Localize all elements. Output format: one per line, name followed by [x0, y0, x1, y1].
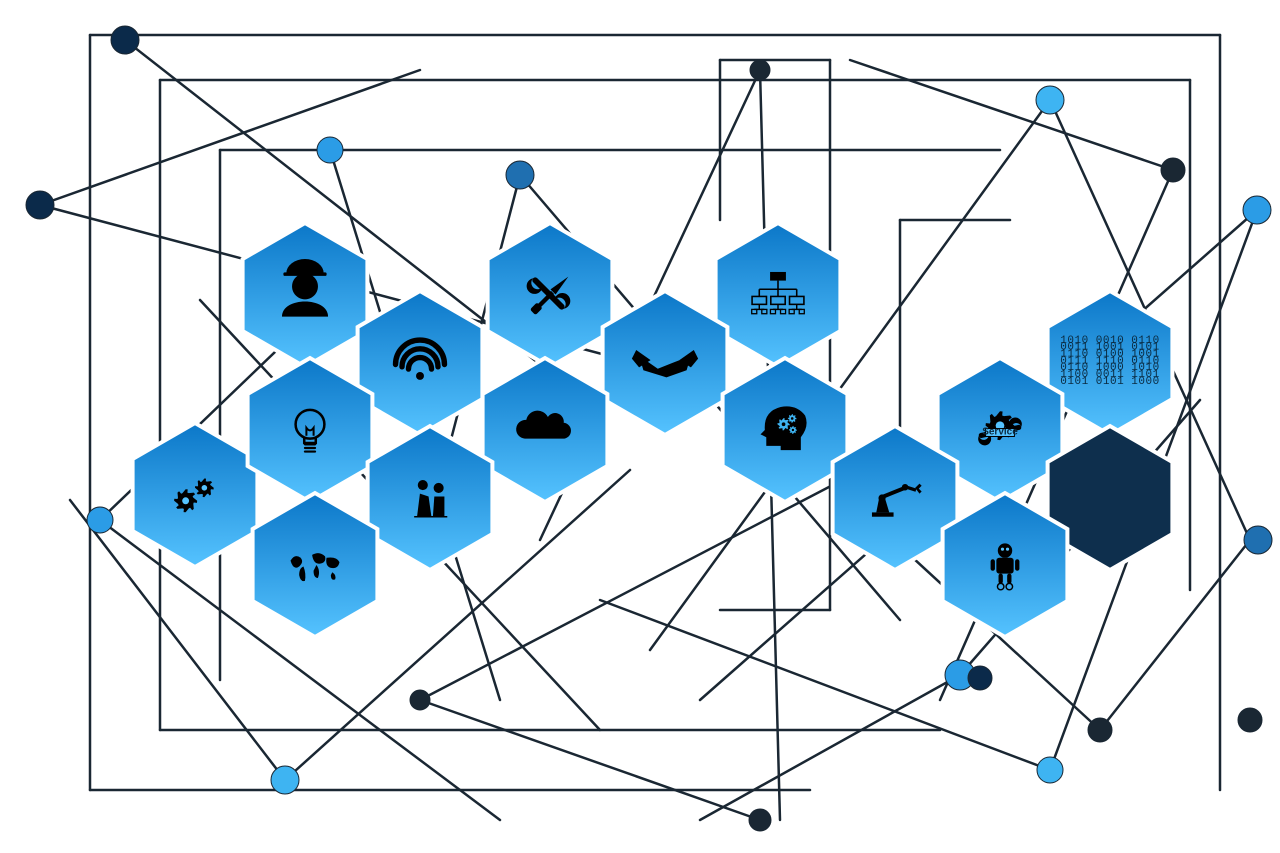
hex-team — [368, 426, 493, 570]
hex-gears — [133, 423, 258, 567]
network-dot — [1243, 196, 1271, 224]
hex-tools — [488, 223, 613, 367]
network-dot — [271, 766, 299, 794]
hex-worldmap — [253, 493, 378, 637]
network-dot — [1161, 158, 1185, 182]
hex-cloud — [483, 358, 608, 502]
network-dot — [1088, 718, 1112, 742]
hex-worker — [243, 223, 368, 367]
hex-brain — [723, 358, 848, 502]
industry-network-diagram: 1010 0010 01100011 1001 01011110 0100 10… — [0, 0, 1280, 853]
hex-wifi — [358, 291, 483, 435]
network-dot — [87, 507, 113, 533]
network-dot — [410, 690, 430, 710]
hex-handshake — [603, 291, 728, 435]
network-dot — [749, 809, 771, 831]
network-dot — [26, 191, 54, 219]
network-dot — [1244, 526, 1272, 554]
network-dot — [1238, 708, 1262, 732]
network-dot — [1037, 757, 1063, 783]
network-dot — [506, 161, 534, 189]
network-dot — [750, 60, 770, 80]
svg-text:0101 0101 1000: 0101 0101 1000 — [1060, 376, 1159, 388]
hex-bulb — [248, 358, 373, 502]
network-dot — [111, 26, 139, 54]
binary-icon: 1010 0010 01100011 1001 01011110 0100 10… — [1060, 335, 1159, 388]
hexagon-cluster: 1010 0010 01100011 1001 01011110 0100 10… — [133, 223, 1173, 637]
network-dot — [317, 137, 343, 163]
network-dot — [968, 666, 992, 690]
network-nodes — [26, 26, 1272, 831]
hex-orgchart — [716, 223, 841, 367]
network-dot — [1036, 86, 1064, 114]
service-label: Service — [982, 427, 1018, 438]
